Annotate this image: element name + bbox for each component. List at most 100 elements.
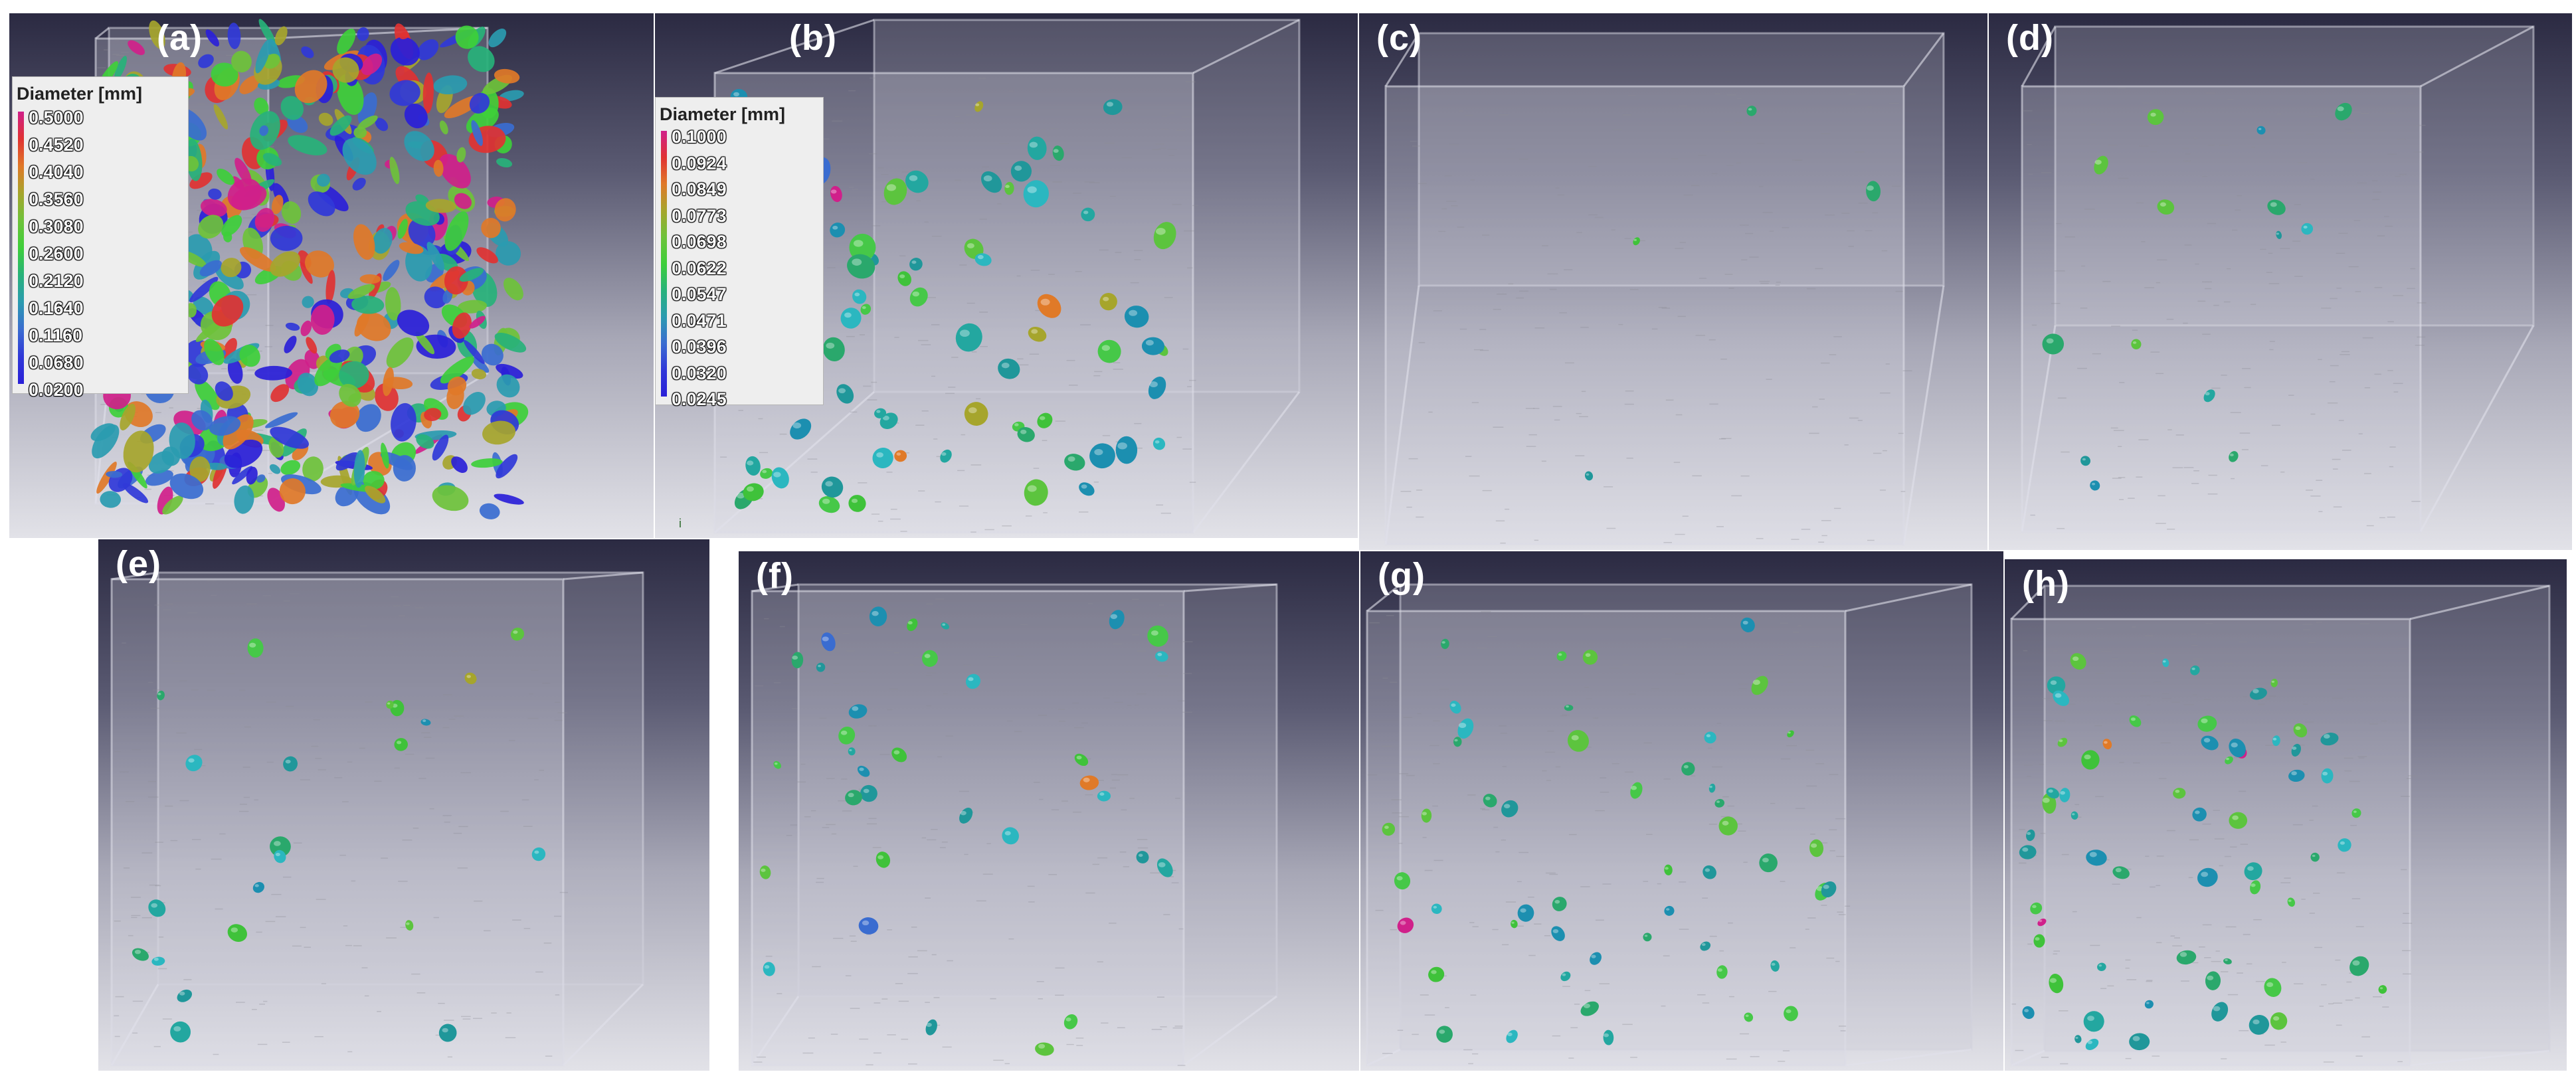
texture-speck <box>1182 348 1189 350</box>
box-edge <box>1384 33 1420 87</box>
pore-blob <box>469 315 486 329</box>
pore-blob <box>223 414 254 450</box>
texture-speck <box>961 434 966 436</box>
texture-speck <box>927 839 937 841</box>
texture-speck <box>239 689 246 691</box>
pore-highlight <box>966 243 974 248</box>
texture-speck <box>2166 318 2174 320</box>
texture-speck <box>402 839 413 841</box>
texture-speck <box>924 221 929 223</box>
pore-highlight <box>968 677 974 681</box>
pore-blob <box>836 384 854 404</box>
pore-blob <box>316 173 330 187</box>
box-edge <box>714 391 875 534</box>
pore-blob <box>1759 854 1778 873</box>
pore-highlight <box>2203 737 2211 743</box>
texture-speck <box>1099 249 1109 251</box>
texture-speck <box>1167 149 1177 150</box>
pore-blob <box>1746 106 1757 116</box>
pore-blob <box>359 274 381 284</box>
pore-blob <box>2249 1015 2270 1035</box>
texture-speck <box>2336 872 2346 873</box>
pore-highlight <box>1431 970 1437 974</box>
texture-speck <box>1663 542 1672 543</box>
texture-speck <box>1473 349 1483 351</box>
legend-tick: 0.0396 <box>672 337 727 357</box>
texture-speck <box>2233 730 2240 732</box>
texture-speck <box>1821 133 1831 134</box>
texture-speck <box>2415 345 2425 346</box>
texture-speck <box>1369 622 1380 624</box>
texture-speck <box>1390 681 1398 683</box>
texture-speck <box>1177 700 1185 702</box>
texture-speck <box>1055 994 1064 996</box>
texture-speck <box>1826 957 1835 959</box>
texture-speck <box>2221 375 2227 376</box>
pore-highlight <box>173 1026 181 1032</box>
texture-speck <box>1500 542 1506 544</box>
texture-speck <box>720 456 727 458</box>
pore-blob <box>883 178 907 205</box>
texture-speck <box>2319 1006 2324 1007</box>
texture-speck <box>1888 102 1899 104</box>
pore-highlight <box>774 763 778 765</box>
texture-speck <box>2205 92 2216 94</box>
pore-blob <box>254 97 269 116</box>
pore-blob <box>2047 676 2066 695</box>
pore-blob <box>2225 756 2233 765</box>
pore-blob <box>2070 653 2086 670</box>
texture-speck <box>534 779 539 780</box>
pore-highlight <box>2163 660 2166 663</box>
texture-speck <box>1416 490 1423 491</box>
texture-speck <box>1027 885 1035 887</box>
texture-speck <box>2347 689 2356 690</box>
panel-label-b: (b) <box>789 18 837 58</box>
pore-blob <box>1081 207 1095 222</box>
texture-speck <box>1178 928 1184 930</box>
pore-blob <box>1064 454 1085 471</box>
texture-speck <box>2142 110 2152 112</box>
texture-speck <box>460 772 471 774</box>
pore-blob <box>2144 1000 2154 1009</box>
texture-speck <box>131 915 141 917</box>
texture-speck <box>2171 701 2180 703</box>
texture-speck <box>868 725 877 727</box>
texture-speck <box>868 818 877 819</box>
pore-blob <box>2301 223 2314 235</box>
texture-speck <box>1622 1024 1633 1026</box>
pore-highlight <box>1083 211 1089 215</box>
pore-blob <box>92 424 120 459</box>
texture-speck <box>2031 221 2037 222</box>
texture-speck <box>2251 147 2255 148</box>
texture-speck <box>1033 468 1040 469</box>
texture-speck <box>893 652 899 654</box>
texture-speck <box>271 893 282 895</box>
texture-speck <box>1626 458 1633 459</box>
pore-highlight <box>2271 680 2275 683</box>
pore-highlight <box>907 621 913 625</box>
texture-speck <box>779 433 787 435</box>
texture-speck <box>158 937 164 938</box>
pore-highlight <box>1031 329 1038 334</box>
texture-speck <box>1476 648 1487 649</box>
texture-speck <box>2074 804 2080 806</box>
texture-speck <box>2138 439 2149 440</box>
texture-speck <box>911 927 917 928</box>
texture-speck <box>1487 636 1498 638</box>
texture-speck <box>542 682 551 684</box>
texture-speck <box>1836 855 1845 857</box>
texture-speck <box>1812 406 1818 408</box>
pore-blob <box>848 704 868 719</box>
pore-blob <box>148 899 166 917</box>
texture-speck <box>894 337 899 338</box>
pore-highlight <box>2272 1016 2280 1021</box>
pore-highlight <box>844 312 852 318</box>
pore-highlight <box>872 610 879 616</box>
pore-blob <box>1431 903 1442 914</box>
texture-speck <box>1444 175 1452 177</box>
texture-speck <box>1795 159 1802 161</box>
pore-blob <box>357 115 378 130</box>
texture-speck <box>531 670 539 671</box>
texture-speck <box>1740 1033 1749 1035</box>
texture-speck <box>941 842 948 843</box>
